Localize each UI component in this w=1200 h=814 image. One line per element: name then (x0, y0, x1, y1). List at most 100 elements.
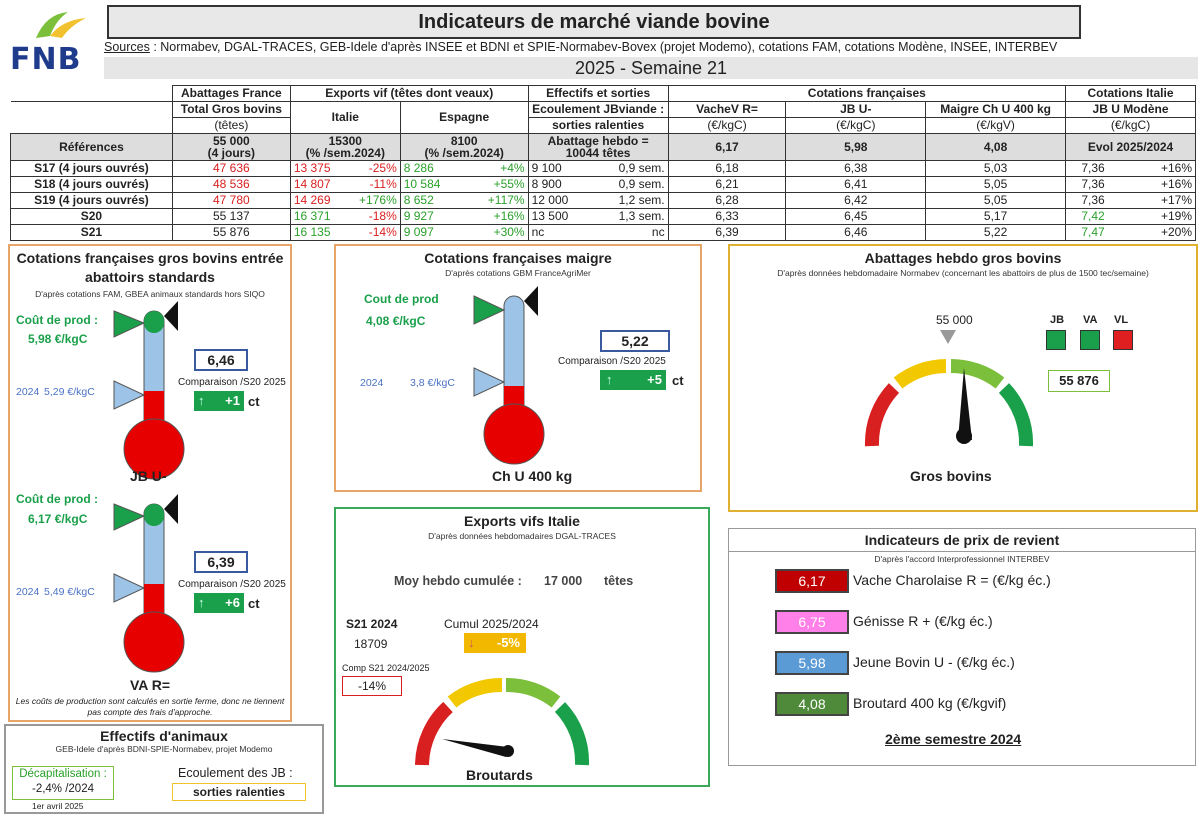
va-thermometer (113, 494, 185, 673)
s21-2024-value: 18709 (354, 637, 388, 651)
maigre-value-box: 5,22 (600, 330, 670, 352)
ref-abattages: 55 000 (212, 134, 250, 148)
revient-label: Vache Charolaise R = (€/kg éc.) (853, 572, 1051, 588)
italie-cell: 13 375 -25% (289, 160, 401, 177)
page-title: Indicateurs de marché viande bovine (107, 5, 1081, 39)
decapitalisation-box: Décapitalisation : -2,4% /2024 (12, 766, 114, 800)
abattages-cell: 55 137 (171, 208, 291, 225)
sources-label: Sources (104, 40, 150, 54)
italie-cell-pct: -11% (369, 177, 397, 191)
jb-cout-value: 5,98 €/kgC (28, 332, 88, 346)
maigre-name: Ch U 400 kg (492, 468, 573, 484)
italie-cell-value: 14 807 (293, 177, 331, 191)
modene-cell: 7,36 +16% (1065, 160, 1196, 177)
up-arrow-icon: ↑ (198, 393, 205, 408)
row-label: S20 (10, 208, 173, 225)
references-row: Références 55 000 (4 jours) 15300 (% /sem.… (10, 133, 1196, 161)
legend-vl-square (1113, 330, 1133, 350)
effectifs-title: Effectifs d'animaux (100, 728, 228, 744)
italie-cell-pct: +176% (359, 193, 397, 207)
jb-delta-box: ↑ +1 (194, 391, 244, 411)
jb-2024-value: 5,29 €/kgC (44, 386, 95, 398)
vache-cell: 6,21 (667, 176, 787, 193)
jb-name: JB U- (130, 468, 167, 484)
sources-text: : Normabev, DGAL-TRACES, GEB-Idele d'apr… (149, 40, 1058, 54)
italie-cell-value: 14 269 (293, 193, 331, 207)
jb-cell: 6,42 (785, 192, 927, 209)
maigre-cell: 5,05 (925, 176, 1067, 193)
abattages-cell: 47 780 (171, 192, 291, 209)
espagne-cell: 8 286 +4% (399, 160, 529, 177)
up-arrow-icon: ↑ (606, 372, 613, 387)
h1-exports: Exports vif (têtes dont veaux) (289, 85, 529, 102)
modene-cell-pct: +19% (1160, 209, 1192, 223)
va-delta-unit: ct (248, 596, 260, 611)
effectifs-cell: 9 100 0,9 sem. (527, 160, 669, 177)
legend-va-square (1080, 330, 1100, 350)
gros-bovins-gauge (864, 330, 1034, 447)
abattages-value-box: 55 876 (1048, 370, 1110, 392)
h2-espagne: Espagne (399, 101, 529, 134)
vache-cell: 6,39 (667, 224, 787, 241)
jb-value-box: 6,46 (194, 349, 248, 371)
comp-s21-label: Comp S21 2024/2025 (342, 663, 430, 673)
h3-unit-vache: (€/kgC) (667, 117, 787, 134)
h1-effectifs: Effectifs et sorties (527, 85, 669, 102)
espagne-cell: 8 652 +117% (399, 192, 529, 209)
decap-label: Décapitalisation : (19, 768, 107, 780)
jb-delta-unit: ct (248, 394, 260, 409)
italie-cell-pct: -14% (368, 225, 397, 239)
modene-cell-value: 7,36 (1081, 193, 1105, 207)
va-2024-label: 2024 (16, 586, 40, 598)
exports-title: Exports vifs Italie (464, 513, 580, 529)
jb-cout-label: Coût de prod : (16, 313, 98, 327)
espagne-cell: 9 927 +16% (399, 208, 529, 225)
va-2024-value: 5,49 €/kgC (44, 586, 95, 598)
modene-cell-pct: +17% (1160, 193, 1192, 207)
italie-cell: 14 269 +176% (289, 192, 401, 209)
h1-cotations-fr: Cotations françaises (667, 85, 1067, 102)
table-row: S21 55 876 16 135 -14% 9 097 +30% nc nc 6,39 6,46… (10, 224, 1196, 241)
espagne-cell-pct: +117% (487, 193, 525, 207)
effectifs-cell: 12 000 1,2 sem. (527, 192, 669, 209)
ref-maigre: 4,08 (925, 133, 1067, 161)
maigre-comparaison-label: Comparaison /S20 2025 (558, 356, 666, 367)
modene-cell: 7,36 +17% (1065, 192, 1196, 209)
legend-jb-square (1046, 330, 1066, 350)
comp-s21-value: -14% (342, 676, 402, 696)
maigre-2024-value: 3,8 €/kgC (410, 377, 455, 389)
ref-italie-note: (% /sem.2024) (305, 146, 385, 160)
effectifs-cell-pct: nc (651, 225, 665, 239)
italie-cell-value: 13 375 (293, 161, 331, 175)
exports-source: D'après données hebdomadaires DGAL-TRACE… (428, 531, 616, 541)
espagne-cell-value: 10 584 (403, 177, 441, 191)
ref-espagne: 8100 (450, 134, 478, 148)
effectifs-source: GEB-Idele d'après BDNI-SPIE-Normabev, pr… (55, 744, 273, 754)
h2-total-gros-bovins: Total Gros bovins (171, 101, 291, 118)
italie-cell-pct: -25% (368, 161, 397, 175)
ref-label: Références (10, 133, 173, 161)
effectifs-cell: 8 900 0,9 sem. (527, 176, 669, 193)
jb-cell: 6,41 (785, 176, 927, 193)
legend-jb-label: JB (1050, 314, 1065, 326)
vache-cell: 6,18 (667, 160, 787, 177)
effectifs-cell-pct: 0,9 sem. (618, 161, 665, 175)
maigre-cell: 5,17 (925, 208, 1067, 225)
h1-cotations-it: Cotations Italie (1065, 85, 1196, 102)
effectifs-cell-value: 9 100 (531, 161, 562, 175)
ref-italie: 15300 (328, 134, 362, 148)
week-banner: 2025 - Semaine 21 (104, 57, 1198, 79)
maigre-title: Cotations françaises maigre (424, 250, 612, 266)
row-label: S19 (4 jours ouvrés) (10, 192, 173, 209)
modene-cell-value: 7,47 (1081, 225, 1105, 239)
espagne-cell-value: 8 652 (403, 193, 434, 207)
maigre-source: D'après cotations GBM FranceAgriMer (445, 268, 591, 278)
italie-cell: 16 371 -18% (289, 208, 401, 225)
abattages-cell: 48 536 (171, 176, 291, 193)
revient-title: Indicateurs de prix de revient (864, 532, 1060, 548)
maigre-delta-unit: ct (672, 373, 684, 388)
jb-cell: 6,45 (785, 208, 927, 225)
modene-cell-pct: +16% (1160, 161, 1192, 175)
h2-italie: Italie (289, 101, 401, 134)
modene-cell: 7,42 +19% (1065, 208, 1196, 225)
